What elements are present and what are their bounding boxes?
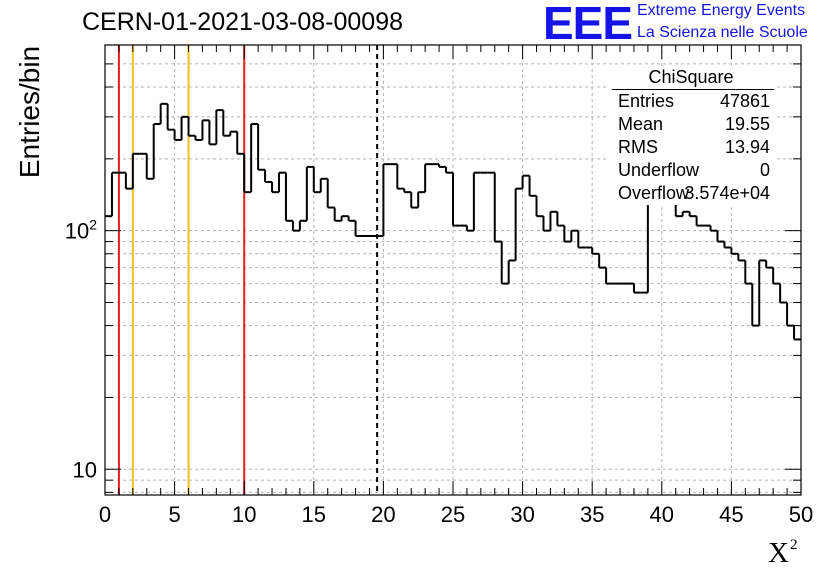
stats-row: Overflow 3.574e+04 [608,182,774,205]
axes: 0 5 10 15 20 25 30 35 40 45 50 10 102 [65,44,813,527]
x-tick-label: 0 [99,502,111,527]
x-tick-label: 45 [719,502,743,527]
stats-row: RMS 13.94 [608,136,774,159]
stats-value: 13.94 [724,137,770,157]
stats-key: Underflow [618,160,700,180]
x-tick-label: 50 [789,502,813,527]
x-tick-label: 15 [302,502,326,527]
stats-key: RMS [618,137,658,157]
logo-line-2: La Scienza nelle Scuole [637,24,808,41]
chart-title: CERN-01-2021-03-08-00098 [82,8,404,36]
stats-name: ChiSquare [648,67,734,87]
stats-value: 0 [759,160,770,180]
x-tick-label: 5 [168,502,180,527]
eee-logo: EEE [543,0,633,49]
stats-box: ChiSquare Entries 47861 Mean 19.55 RMS 13.9… [608,66,774,205]
stats-value: 19.55 [724,114,770,134]
x-tick-label: 25 [441,502,465,527]
x-axis-label: X2 [768,537,797,570]
y-tick-label: 102 [65,217,97,244]
stats-value: 3.574e+04 [684,183,770,203]
stats-value: 47861 [719,91,770,111]
stats-row: Underflow 0 [608,159,774,182]
x-tick-label: 35 [580,502,604,527]
x-tick-label: 20 [371,502,395,527]
y-axis-label: Entries/bin [14,45,45,179]
stats-row: Mean 19.55 [608,113,774,136]
histogram-series [105,102,801,341]
stats-key: Overflow [618,183,690,203]
grid [105,44,801,495]
stats-key: Entries [618,91,675,111]
x-tick-label: 40 [650,502,674,527]
x-axis-label-base: X [768,537,789,569]
x-axis-label-exp: 2 [789,537,798,553]
x-tick-label: 30 [510,502,534,527]
y-tick-label: 10 [73,457,97,482]
x-tick-label: 10 [232,502,256,527]
stats-divider [612,89,774,90]
marker-lines [117,45,379,495]
eee-logo-text: EEE [543,0,633,49]
logo-line-1: Extreme Energy Events [637,2,806,19]
stats-key: Mean [618,114,664,134]
stats-row: Entries 47861 [608,90,774,113]
